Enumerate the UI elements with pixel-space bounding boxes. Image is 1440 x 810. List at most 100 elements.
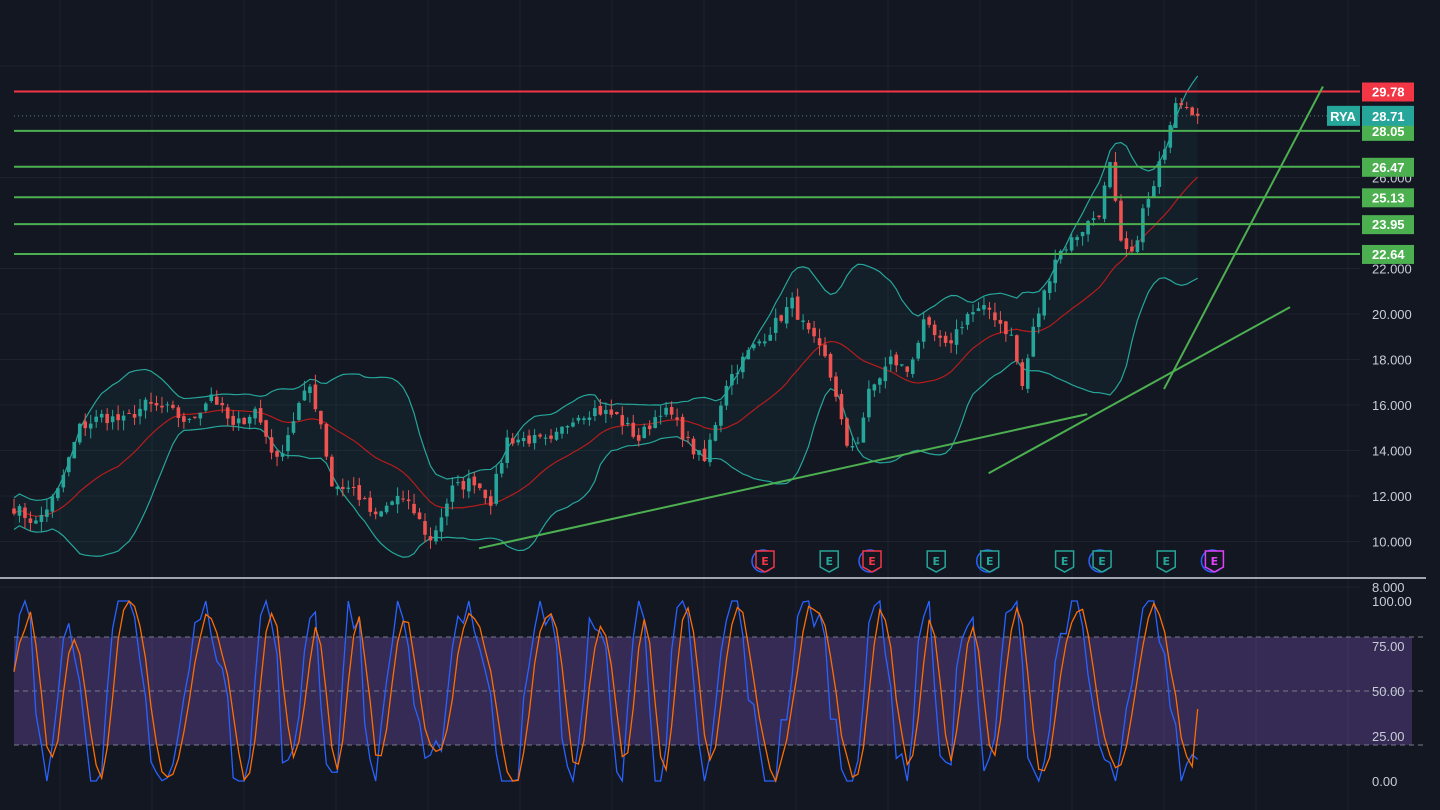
- candle-body: [1195, 113, 1200, 116]
- earnings-badge: [1054, 550, 1075, 573]
- candle-body: [1026, 358, 1030, 389]
- candle-body: [165, 404, 170, 406]
- candle-body: [56, 488, 60, 499]
- candle-body: [88, 423, 93, 429]
- candle-body: [461, 480, 466, 490]
- candle-body: [746, 350, 751, 360]
- candle-body: [456, 482, 460, 484]
- candle-body: [1053, 259, 1057, 284]
- candle-body: [1124, 238, 1129, 250]
- candle-body: [434, 530, 438, 542]
- candle-body: [39, 514, 44, 522]
- candle-body: [406, 499, 411, 502]
- earnings-marker: E: [858, 549, 882, 573]
- candle-body: [138, 408, 142, 417]
- candle-body: [982, 305, 986, 310]
- earnings-marker: E: [1156, 550, 1176, 573]
- candle-body: [1190, 107, 1194, 116]
- trendline: [478, 413, 1088, 550]
- candle-body: [773, 317, 778, 333]
- candle-body: [439, 517, 444, 532]
- candle-body: [1042, 290, 1047, 316]
- candle-body: [878, 378, 882, 385]
- candle-body: [987, 307, 992, 310]
- candle-body: [664, 407, 668, 415]
- candle-body: [77, 423, 82, 443]
- candle-body: [927, 317, 931, 325]
- earnings-badge: [1092, 550, 1112, 573]
- candle-body: [335, 486, 340, 489]
- candle-body: [341, 486, 345, 489]
- candle-body: [998, 319, 1003, 324]
- earnings-marker: E: [751, 549, 775, 573]
- candle-body: [160, 405, 164, 408]
- candle-body: [806, 322, 811, 330]
- candle-body: [554, 431, 559, 440]
- candle-body: [845, 418, 849, 446]
- candle-body: [61, 474, 66, 488]
- candle-body: [346, 487, 351, 489]
- stoch-tick-label: 0.00: [1372, 774, 1397, 789]
- current-price-label-bg: [1362, 105, 1414, 126]
- stochastic-axis: 100.00 75.00 50.00 25.00 0.00: [1372, 594, 1412, 789]
- earnings-badge: [1204, 550, 1225, 573]
- candle-body: [993, 312, 997, 321]
- candle-body: [499, 463, 504, 474]
- candle-body: [67, 457, 71, 473]
- candle-body: [297, 402, 301, 420]
- candle-body: [50, 496, 55, 512]
- candle-body: [428, 536, 433, 541]
- candle-body: [516, 439, 520, 443]
- candle-body: [198, 412, 203, 419]
- candle-body: [1058, 250, 1063, 260]
- candle-body: [1119, 200, 1123, 241]
- earnings-label: E: [1098, 555, 1106, 568]
- candle-body: [965, 314, 970, 325]
- candle-body: [286, 435, 290, 452]
- candle-body: [724, 385, 729, 406]
- price-tick-label: 8.000: [1372, 580, 1405, 595]
- candle-body: [330, 456, 334, 487]
- candle-body: [505, 437, 509, 463]
- bb-fill: [14, 75, 1198, 558]
- horizontal-levels[interactable]: [14, 90, 1360, 255]
- candle-body: [28, 518, 33, 523]
- stochastic-pane[interactable]: [13, 598, 1426, 784]
- candle-body: [171, 404, 175, 408]
- candle-body: [768, 334, 773, 341]
- candle-body: [1080, 231, 1085, 237]
- candle-body: [105, 413, 109, 424]
- candle-body: [116, 414, 120, 421]
- candle-body: [543, 437, 548, 439]
- candle-body: [834, 376, 838, 397]
- candle-body: [225, 407, 230, 419]
- candle-body: [351, 486, 356, 488]
- candle-body: [741, 356, 745, 373]
- earnings-badge: [819, 550, 839, 573]
- candle-body: [719, 405, 723, 426]
- candle-body: [949, 340, 953, 344]
- candle-body: [593, 408, 597, 417]
- candle-body: [757, 341, 762, 344]
- candle-body: [1135, 240, 1140, 253]
- candle-body: [1069, 237, 1074, 251]
- candle-body: [1009, 334, 1014, 336]
- candle-body: [735, 373, 740, 375]
- price-axis[interactable]: 8.000 10.000 12.000 14.000 16.000 18.000 20.00…: [1327, 0, 1440, 595]
- candle-body: [538, 434, 542, 437]
- candle-body: [631, 422, 636, 437]
- candle-body: [1184, 107, 1189, 109]
- level-label-bg: [1362, 157, 1414, 177]
- candle-body: [1075, 236, 1079, 241]
- candle-body: [532, 434, 537, 444]
- candle-body: [560, 426, 564, 434]
- candle-body: [582, 418, 586, 420]
- candle-body: [445, 503, 449, 517]
- trendlines[interactable]: [478, 86, 1324, 550]
- candle-body: [269, 437, 274, 453]
- candle-body: [45, 509, 49, 517]
- candle-body: [604, 409, 608, 414]
- candle-body: [291, 421, 296, 433]
